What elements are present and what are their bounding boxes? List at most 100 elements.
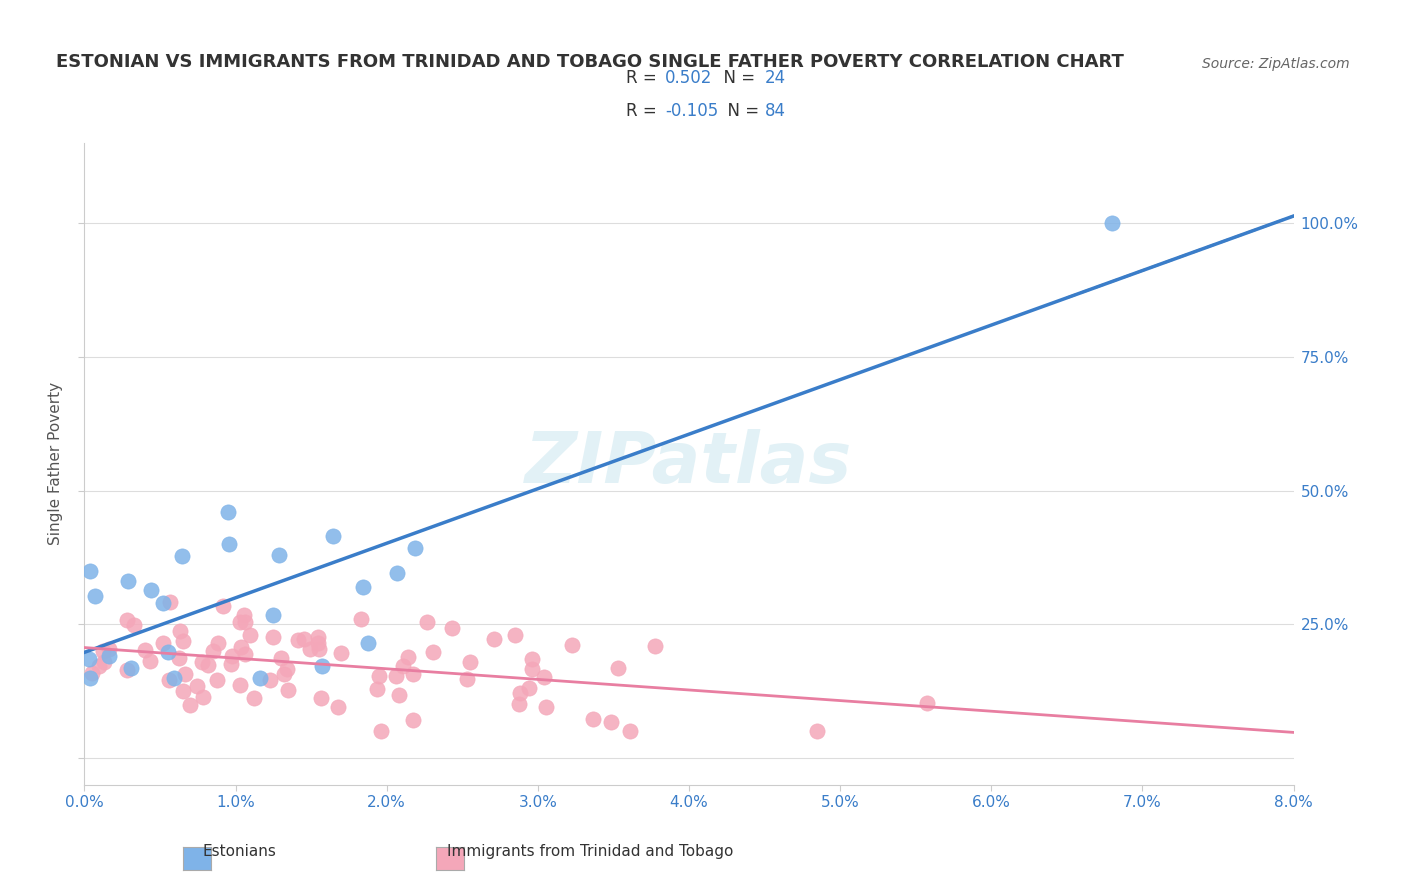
Point bbox=[402, 713, 425, 727]
Text: Source: ZipAtlas.com: Source: ZipAtlas.com bbox=[1202, 57, 1350, 71]
Point bbox=[191, 690, 214, 704]
Point bbox=[172, 683, 194, 698]
Text: Immigrants from Trinidad and Tobago: Immigrants from Trinidad and Tobago bbox=[447, 845, 734, 859]
Point bbox=[98, 642, 121, 657]
Point bbox=[152, 596, 174, 610]
Point bbox=[87, 658, 110, 673]
Point bbox=[387, 566, 409, 581]
Point bbox=[235, 647, 257, 661]
Point bbox=[915, 696, 938, 710]
Point bbox=[392, 659, 415, 673]
Point bbox=[269, 548, 291, 562]
Point bbox=[98, 648, 121, 663]
Point bbox=[276, 662, 298, 676]
Point bbox=[221, 649, 243, 664]
Point bbox=[509, 686, 531, 700]
Text: 0.502: 0.502 bbox=[665, 70, 711, 87]
Point bbox=[163, 671, 186, 685]
Point bbox=[174, 666, 197, 681]
Text: R =: R = bbox=[626, 102, 662, 120]
Text: ESTONIAN VS IMMIGRANTS FROM TRINIDAD AND TOBAGO SINGLE FATHER POVERTY CORRELATIO: ESTONIAN VS IMMIGRANTS FROM TRINIDAD AND… bbox=[56, 54, 1125, 71]
Point bbox=[308, 641, 330, 656]
Point bbox=[157, 645, 180, 659]
Point bbox=[599, 714, 621, 729]
Point bbox=[287, 633, 309, 648]
Point bbox=[307, 630, 329, 644]
Point bbox=[134, 643, 156, 657]
Text: -0.105: -0.105 bbox=[665, 102, 718, 120]
Point bbox=[270, 650, 292, 665]
Point bbox=[159, 595, 181, 609]
Y-axis label: Single Father Poverty: Single Father Poverty bbox=[48, 383, 63, 545]
Point bbox=[311, 659, 333, 673]
Point bbox=[117, 663, 139, 677]
Text: R =: R = bbox=[626, 70, 662, 87]
Point bbox=[172, 549, 194, 563]
FancyBboxPatch shape bbox=[568, 62, 834, 139]
Point bbox=[292, 632, 315, 646]
Point bbox=[157, 673, 180, 688]
Point bbox=[169, 624, 191, 638]
Point bbox=[508, 697, 530, 711]
Point bbox=[298, 642, 321, 657]
Point bbox=[197, 658, 219, 673]
Point bbox=[186, 680, 208, 694]
Point bbox=[644, 639, 666, 653]
Point bbox=[402, 666, 425, 681]
Point bbox=[202, 643, 225, 657]
Point bbox=[259, 673, 281, 687]
Point bbox=[385, 669, 408, 683]
Text: 84: 84 bbox=[765, 102, 786, 120]
Point bbox=[91, 644, 114, 658]
Point bbox=[277, 682, 299, 697]
Point bbox=[79, 564, 101, 578]
Text: ZIPatlas: ZIPatlas bbox=[526, 429, 852, 499]
Point bbox=[239, 628, 262, 642]
Point bbox=[207, 636, 229, 650]
Point bbox=[456, 672, 478, 686]
Point bbox=[83, 589, 105, 603]
FancyBboxPatch shape bbox=[586, 98, 616, 123]
Point bbox=[520, 662, 543, 676]
Point bbox=[122, 618, 145, 632]
Point bbox=[404, 541, 426, 556]
Point bbox=[139, 583, 162, 598]
Text: 24: 24 bbox=[765, 70, 786, 87]
Point bbox=[582, 713, 605, 727]
Point bbox=[396, 649, 419, 664]
Point bbox=[388, 688, 411, 702]
Point bbox=[370, 724, 392, 739]
Point bbox=[422, 645, 444, 659]
Point bbox=[219, 657, 242, 671]
Point bbox=[191, 655, 214, 669]
Point bbox=[482, 632, 505, 646]
Text: N =: N = bbox=[717, 102, 763, 120]
Point bbox=[262, 607, 284, 622]
Point bbox=[80, 665, 103, 680]
Point bbox=[517, 681, 540, 696]
Text: N =: N = bbox=[713, 70, 761, 87]
Point bbox=[167, 650, 190, 665]
Point bbox=[152, 636, 174, 650]
Point bbox=[233, 615, 256, 630]
Point bbox=[357, 636, 380, 650]
Point bbox=[139, 654, 162, 668]
Point bbox=[228, 678, 250, 692]
Point bbox=[522, 651, 544, 665]
Point bbox=[322, 529, 344, 543]
Point bbox=[309, 690, 332, 705]
Point bbox=[350, 612, 373, 626]
Point bbox=[806, 724, 828, 739]
Point bbox=[120, 661, 142, 675]
Point bbox=[229, 615, 252, 630]
Point bbox=[218, 537, 240, 551]
Point bbox=[1101, 216, 1123, 230]
Point bbox=[561, 638, 583, 652]
Point bbox=[329, 647, 352, 661]
Point bbox=[93, 655, 115, 669]
Point bbox=[415, 615, 437, 630]
Point bbox=[212, 599, 235, 613]
Point bbox=[79, 671, 101, 685]
Point bbox=[440, 621, 463, 635]
Point bbox=[229, 640, 252, 655]
